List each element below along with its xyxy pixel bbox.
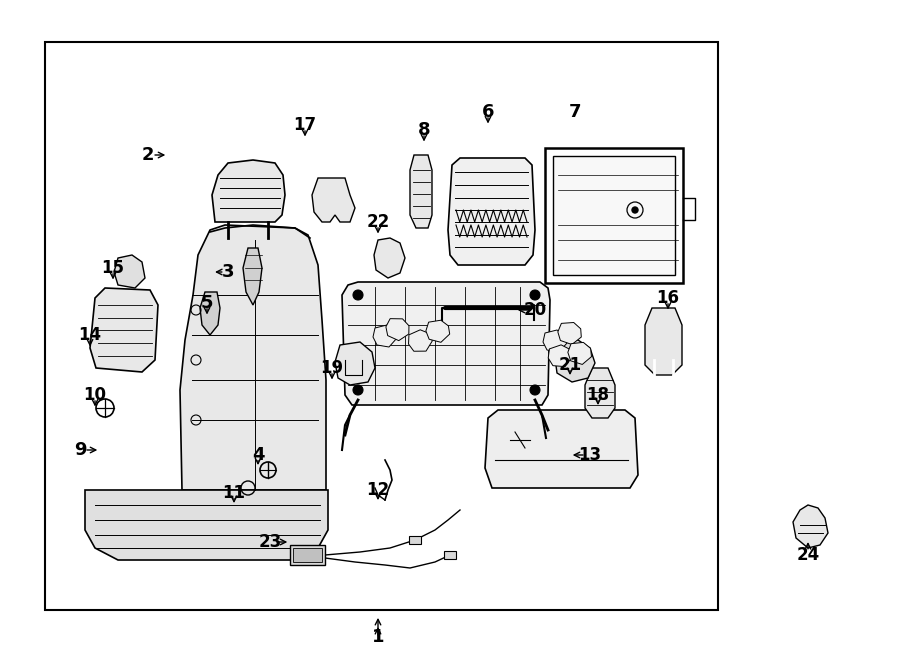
Polygon shape xyxy=(548,345,572,367)
Polygon shape xyxy=(335,342,375,385)
Text: 14: 14 xyxy=(78,326,102,344)
Circle shape xyxy=(530,290,540,300)
Polygon shape xyxy=(485,410,638,488)
Bar xyxy=(444,551,456,559)
Text: 21: 21 xyxy=(558,356,581,374)
Circle shape xyxy=(632,207,638,213)
Text: 4: 4 xyxy=(252,446,265,464)
Polygon shape xyxy=(373,325,397,347)
Polygon shape xyxy=(409,330,432,351)
Polygon shape xyxy=(558,323,581,344)
Text: 18: 18 xyxy=(587,386,609,404)
Bar xyxy=(293,548,322,562)
Text: 6: 6 xyxy=(482,103,494,121)
Polygon shape xyxy=(200,292,220,335)
Polygon shape xyxy=(90,288,158,372)
Polygon shape xyxy=(543,330,567,352)
Bar xyxy=(553,156,675,275)
Bar xyxy=(545,148,683,283)
Text: 15: 15 xyxy=(102,259,124,277)
Polygon shape xyxy=(85,490,328,560)
Text: 23: 23 xyxy=(258,533,282,551)
Polygon shape xyxy=(585,368,615,418)
Text: 12: 12 xyxy=(366,481,390,499)
Polygon shape xyxy=(793,505,828,548)
Text: 1: 1 xyxy=(372,628,384,646)
Polygon shape xyxy=(568,342,591,364)
Text: 13: 13 xyxy=(579,446,601,464)
Bar xyxy=(409,536,421,544)
Text: 3: 3 xyxy=(221,263,234,281)
Bar xyxy=(290,545,325,565)
Polygon shape xyxy=(212,160,285,222)
Circle shape xyxy=(530,385,540,395)
Polygon shape xyxy=(386,319,409,340)
Polygon shape xyxy=(342,282,550,405)
Text: 5: 5 xyxy=(201,294,213,312)
Polygon shape xyxy=(555,340,595,382)
Text: 16: 16 xyxy=(656,289,680,307)
Text: 8: 8 xyxy=(418,121,430,139)
Bar xyxy=(45,42,718,610)
Polygon shape xyxy=(426,320,450,342)
Text: 20: 20 xyxy=(524,301,546,319)
Polygon shape xyxy=(374,238,405,278)
Circle shape xyxy=(353,290,363,300)
Text: 10: 10 xyxy=(84,386,106,404)
Polygon shape xyxy=(114,255,145,288)
Text: 11: 11 xyxy=(222,484,246,502)
Polygon shape xyxy=(312,178,355,222)
Text: 24: 24 xyxy=(796,546,820,564)
Text: 22: 22 xyxy=(366,213,390,231)
Circle shape xyxy=(353,385,363,395)
Text: 2: 2 xyxy=(142,146,154,164)
Polygon shape xyxy=(243,248,262,305)
Polygon shape xyxy=(180,225,326,490)
Text: 17: 17 xyxy=(293,116,317,134)
Polygon shape xyxy=(410,155,432,228)
Text: 19: 19 xyxy=(320,359,344,377)
Text: 9: 9 xyxy=(74,441,86,459)
Polygon shape xyxy=(645,308,682,375)
Polygon shape xyxy=(448,158,535,265)
Text: 7: 7 xyxy=(569,103,581,121)
